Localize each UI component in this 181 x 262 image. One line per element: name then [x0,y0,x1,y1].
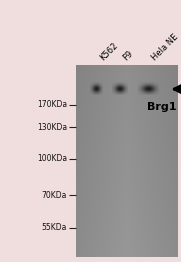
Text: Hela NE: Hela NE [150,33,180,63]
Text: 130KDa: 130KDa [37,123,67,132]
Text: 70KDa: 70KDa [42,191,67,200]
Text: K562: K562 [98,41,119,63]
Text: 100KDa: 100KDa [37,154,67,163]
Text: F9: F9 [121,49,135,63]
Text: 55KDa: 55KDa [42,223,67,232]
Text: 170KDa: 170KDa [37,100,67,109]
Text: Brg1: Brg1 [147,102,176,112]
